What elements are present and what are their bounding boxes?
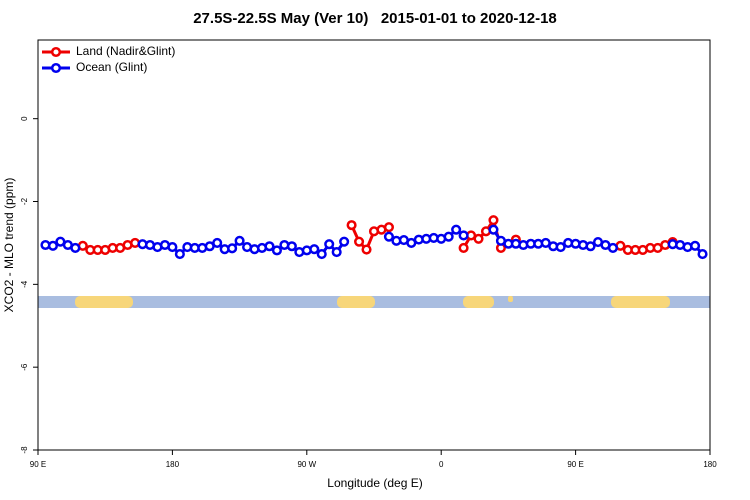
- data-point: [585, 241, 596, 252]
- x-tick-label: 180: [166, 460, 180, 469]
- x-tick-label: 90 W: [297, 460, 316, 469]
- chart-title: 27.5S-22.5S May (Ver 10) 2015-01-01 to 2…: [193, 10, 557, 27]
- data-point: [473, 233, 484, 244]
- data-point: [383, 222, 394, 233]
- data-point: [264, 241, 275, 252]
- data-point: [212, 237, 223, 248]
- data-point: [607, 242, 618, 253]
- data-point: [227, 243, 238, 254]
- data-point: [697, 249, 708, 260]
- land-patch: [75, 296, 133, 308]
- data-point: [690, 240, 701, 251]
- land-patch: [463, 296, 494, 308]
- surface-strip: [38, 296, 710, 308]
- y-tick-label: -8: [20, 446, 29, 454]
- legend-label: Land (Nadir&Glint): [76, 44, 175, 58]
- y-tick-label: 0: [20, 116, 29, 121]
- y-tick-label: -6: [20, 363, 29, 371]
- data-point: [316, 249, 327, 260]
- data-point: [70, 242, 81, 253]
- legend-marker: [50, 46, 62, 58]
- data-point: [309, 244, 320, 255]
- land-patch: [508, 296, 513, 302]
- data-point: [339, 236, 350, 247]
- plot-frame: [37, 39, 711, 451]
- legend-marker: [50, 62, 62, 74]
- data-point: [361, 244, 372, 255]
- data-point: [383, 231, 394, 242]
- data-point: [324, 239, 335, 250]
- data-point: [443, 231, 454, 242]
- data-point: [174, 249, 185, 260]
- data-point: [346, 220, 357, 231]
- data-point: [555, 242, 566, 253]
- data-point: [354, 236, 365, 247]
- data-point: [47, 240, 58, 251]
- data-point: [167, 242, 178, 253]
- x-tick-label: 180: [703, 460, 717, 469]
- y-axis-label: XCO2 - MLO trend (ppm): [2, 178, 16, 313]
- y-tick-label: -2: [20, 197, 29, 205]
- data-point: [286, 241, 297, 252]
- data-point: [458, 230, 469, 241]
- y-tick-label: -4: [20, 280, 29, 288]
- legend-label: Ocean (Glint): [76, 60, 147, 74]
- data-point: [331, 246, 342, 258]
- data-point: [458, 242, 469, 253]
- data-point: [234, 235, 245, 246]
- data-point: [451, 224, 462, 235]
- x-axis-label: Longitude (deg E): [327, 476, 422, 490]
- data-point: [271, 245, 282, 256]
- x-tick-label: 90 E: [30, 460, 46, 469]
- data-point: [488, 215, 499, 226]
- data-point: [488, 224, 499, 235]
- x-tick-label: 0: [439, 460, 444, 469]
- land-patch: [611, 296, 670, 308]
- x-tick-label: 90 E: [567, 460, 583, 469]
- land-patch: [337, 296, 375, 308]
